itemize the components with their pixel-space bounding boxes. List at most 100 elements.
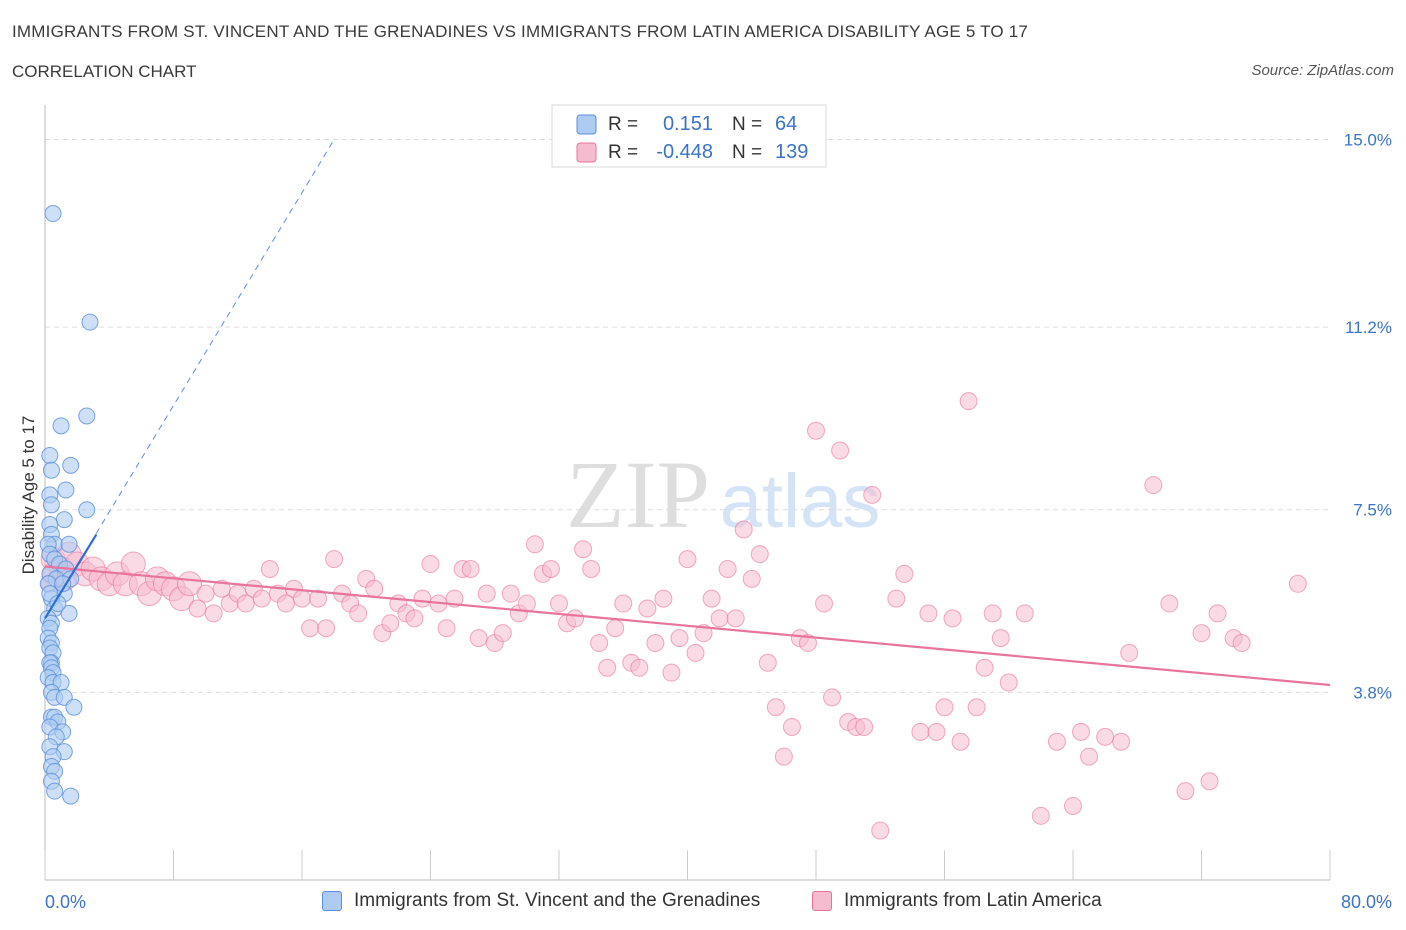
latin-america-point xyxy=(1047,732,1066,751)
st-vincent-point xyxy=(78,501,96,519)
latin-america-point xyxy=(1072,722,1091,741)
watermark-zip: ZIP xyxy=(566,441,710,548)
latin-america-point xyxy=(823,688,842,707)
latin-america-point xyxy=(654,589,673,608)
latin-america-point xyxy=(525,535,544,554)
latin-america-point xyxy=(477,584,496,603)
latin-america-point xyxy=(204,604,223,623)
y-tick-label: 7.5% xyxy=(1353,501,1392,520)
latin-america-point xyxy=(1080,747,1099,766)
latin-america-point xyxy=(742,569,761,588)
latin-america-point xyxy=(710,609,729,628)
latin-america-point xyxy=(815,594,834,613)
latin-america-point xyxy=(1031,806,1050,825)
legend-item-latin-america[interactable]: Immigrants from Latin America xyxy=(812,890,1102,912)
source-credit: Source: ZipAtlas.com xyxy=(1251,62,1394,79)
latin-america-point xyxy=(469,629,488,648)
latin-america-point xyxy=(959,392,978,411)
legend-top-swatch xyxy=(576,114,597,135)
latin-america-point xyxy=(798,634,817,653)
latin-america-point xyxy=(807,421,825,440)
latin-america-point xyxy=(774,747,793,766)
latin-america-point xyxy=(758,653,777,672)
latin-america-point xyxy=(919,604,938,623)
legend-top-box xyxy=(551,104,827,168)
latin-america-point xyxy=(1096,727,1115,746)
latin-america-point xyxy=(863,485,882,504)
latin-america-point xyxy=(766,698,785,717)
x-tick-label-min: 0.0% xyxy=(45,892,86,912)
latin-america-point xyxy=(935,698,954,717)
latin-america-point xyxy=(630,658,649,677)
latin-america-point xyxy=(301,619,320,638)
latin-america-point xyxy=(1192,624,1211,643)
latin-america-point xyxy=(309,589,328,608)
latin-america-point xyxy=(212,579,231,598)
latin-america-point xyxy=(1064,796,1082,815)
latin-america-point xyxy=(1120,643,1139,662)
latin-america-point xyxy=(276,594,295,613)
legend-n-value: 64 xyxy=(775,113,797,135)
st-vincent-point xyxy=(42,461,60,479)
y-tick-label: 11.2% xyxy=(1345,318,1392,337)
latin-america-point xyxy=(405,609,424,628)
latin-america-point xyxy=(574,540,593,559)
st-vincent-point xyxy=(41,446,59,464)
latin-america-point xyxy=(855,717,874,736)
st-vincent-point xyxy=(60,535,78,553)
st-vincent-point xyxy=(65,698,83,716)
legend-top-swatch xyxy=(576,142,597,163)
legend-r-label: R = xyxy=(608,114,638,135)
legend-n-label: N = xyxy=(732,114,762,135)
latin-america-point xyxy=(381,614,400,633)
legend-item-st-vincent[interactable]: Immigrants from St. Vincent and the Gren… xyxy=(322,890,760,912)
latin-america-point xyxy=(999,673,1018,692)
latin-america-point xyxy=(1112,732,1131,751)
latin-america-point xyxy=(1160,594,1179,613)
latin-america-point xyxy=(871,821,890,840)
latin-america-point xyxy=(1144,476,1163,495)
legend-swatch-pink xyxy=(812,891,832,911)
legend-top: R = 0.151 N = 64 R = -0.448 N = 139 xyxy=(551,104,827,168)
st-vincent-point xyxy=(42,496,60,514)
y-tick-label: 3.8% xyxy=(1353,683,1392,702)
latin-america-point xyxy=(598,658,617,677)
legend-bottom: Immigrants from St. Vincent and the Gren… xyxy=(0,890,1406,916)
latin-america-point xyxy=(734,520,753,539)
legend-n-value: 139 xyxy=(775,141,808,163)
st-vincent-point xyxy=(81,313,99,331)
latin-america-point xyxy=(501,584,520,603)
chart-title: IMMIGRANTS FROM ST. VINCENT AND THE GREN… xyxy=(12,22,1029,41)
latin-america-point xyxy=(365,579,384,598)
latin-america-point xyxy=(413,589,432,608)
latin-america-point xyxy=(614,594,633,613)
st-vincent-point xyxy=(62,456,80,474)
latin-america-point xyxy=(1208,604,1227,623)
st-vincent-point xyxy=(46,782,64,800)
legend-label-st-vincent: Immigrants from St. Vincent and the Gren… xyxy=(354,890,761,911)
y-axis-label: Disability Age 5 to 17 xyxy=(19,416,38,575)
legend-r-label: R = xyxy=(608,142,638,163)
st-vincent-point xyxy=(62,787,80,805)
y-tick-label: 15.0% xyxy=(1344,130,1392,149)
latin-america-point xyxy=(590,634,609,653)
st-vincent-point xyxy=(60,604,78,622)
latin-america-point xyxy=(678,550,697,569)
latin-america-point xyxy=(582,559,601,578)
latin-america-point xyxy=(293,589,311,608)
st-vincent-point xyxy=(55,511,73,529)
latin-america-point xyxy=(1232,634,1251,653)
latin-america-point xyxy=(437,619,456,638)
latin-america-point xyxy=(566,609,585,628)
legend-r-value: -0.448 xyxy=(656,141,713,163)
latin-america-point xyxy=(541,559,560,578)
st-vincent-point xyxy=(78,407,96,425)
latin-america-point xyxy=(252,589,271,608)
latin-america-point xyxy=(638,599,657,618)
latin-america-point xyxy=(260,559,279,578)
latin-america-point xyxy=(606,619,625,638)
latin-america-point xyxy=(1200,772,1219,791)
latin-america-point xyxy=(317,619,336,638)
latin-america-point xyxy=(895,564,914,583)
latin-america-point xyxy=(1176,782,1195,801)
